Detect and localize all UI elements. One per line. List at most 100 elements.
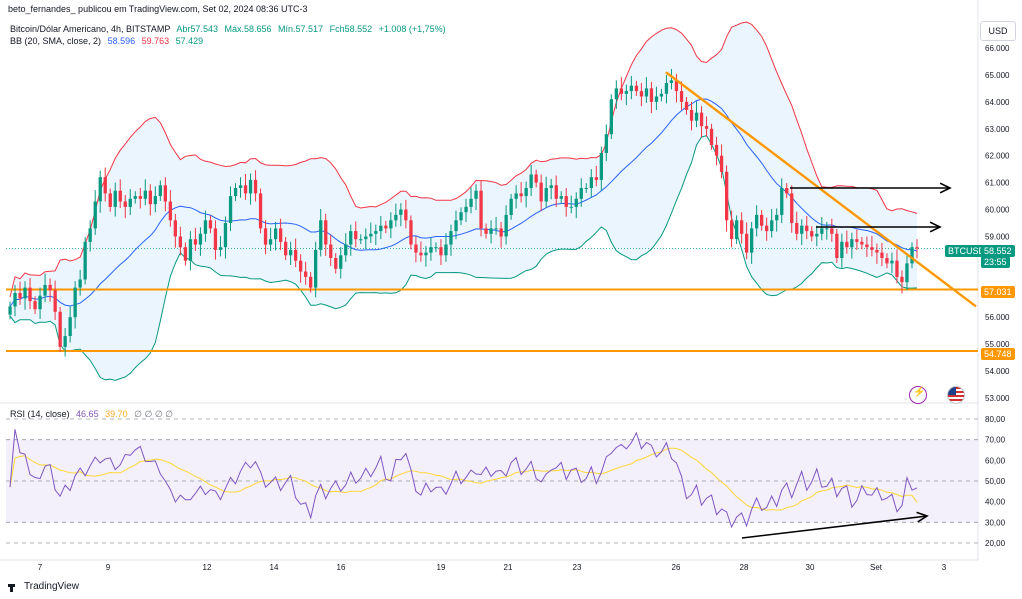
rsi-tick: 30,00 <box>985 518 1006 527</box>
level-lower-tag: 54.748 <box>981 348 1015 360</box>
candle <box>499 228 503 237</box>
candle <box>699 112 704 127</box>
candle <box>624 91 628 94</box>
candle <box>279 228 283 242</box>
candle <box>805 225 809 232</box>
candle <box>579 188 583 199</box>
candle <box>484 228 488 234</box>
candle <box>399 209 403 215</box>
price-tick: 65.000 <box>985 71 1010 80</box>
rsi-value: 46.65 <box>76 409 99 419</box>
candle <box>424 252 428 256</box>
candle <box>745 233 749 253</box>
candle <box>319 220 323 250</box>
rsi-divergence-arrow-head <box>916 511 929 523</box>
candle <box>910 247 914 264</box>
candle <box>714 144 719 156</box>
candle <box>689 109 694 121</box>
countdown-tag: 23:55 <box>981 256 1010 268</box>
candle <box>354 231 358 240</box>
candle <box>63 336 67 347</box>
price-tick: 56.000 <box>985 313 1010 322</box>
candle <box>274 228 278 240</box>
candle <box>765 225 769 232</box>
candle <box>549 185 553 188</box>
candle <box>915 247 919 249</box>
candle <box>178 236 182 248</box>
candle <box>830 228 834 234</box>
candle <box>243 185 248 194</box>
time-tick: 9 <box>106 563 111 572</box>
symbol-title: Bitcoin/Dólar Americano, 4h, BITSTAMP <box>10 24 171 34</box>
candle <box>38 295 42 310</box>
target-arrow-lower-head <box>929 221 942 233</box>
candle <box>23 287 27 299</box>
candle <box>263 228 268 245</box>
candle <box>629 85 633 92</box>
candle <box>258 193 263 229</box>
candle <box>223 223 228 248</box>
candle <box>750 228 754 253</box>
candle <box>835 233 839 258</box>
bb-upper-value: 59.763 <box>141 36 170 46</box>
price-tick: 59.000 <box>985 232 1010 241</box>
candle <box>18 293 22 299</box>
high-value: Máx.58.656 <box>224 24 272 34</box>
candle <box>389 220 393 229</box>
candle <box>845 241 849 248</box>
tradingview-logo-icon <box>8 582 20 592</box>
symbol-tag: BTCUSD <box>945 245 989 257</box>
candle <box>339 255 343 269</box>
candle <box>53 290 57 312</box>
candle <box>193 239 198 245</box>
candle <box>434 247 438 249</box>
us-flag-icon[interactable] <box>947 386 965 404</box>
rsi-tick: 20,00 <box>985 539 1006 548</box>
rsi-ma-value: 39.70 <box>105 409 128 419</box>
candle <box>13 293 17 307</box>
candle <box>359 239 363 241</box>
candle <box>304 271 308 277</box>
rsi-tick: 60,00 <box>985 456 1006 465</box>
candle <box>284 241 288 256</box>
currency-button[interactable]: USD <box>980 21 1016 41</box>
candle <box>654 96 659 102</box>
candle <box>564 196 568 207</box>
candle <box>449 231 453 245</box>
candle <box>133 196 137 199</box>
candle <box>544 188 548 202</box>
candle <box>514 193 518 199</box>
candle <box>760 214 764 226</box>
candle <box>755 214 759 229</box>
candle <box>855 239 859 242</box>
rsi-divergence-arrow <box>741 515 928 539</box>
rsi-legend: RSI (14, close) 46.65 39.70 ∅ ∅ ∅ ∅ <box>10 409 177 420</box>
candle <box>719 155 724 172</box>
tradingview-logo[interactable]: TradingView <box>8 581 79 592</box>
time-tick: 26 <box>672 563 681 572</box>
candle <box>238 185 243 188</box>
time-tick: 28 <box>740 563 749 572</box>
candle <box>800 225 804 234</box>
descending-trendline <box>665 71 977 308</box>
candle <box>519 193 523 197</box>
time-tick: 14 <box>270 563 279 572</box>
candle <box>324 220 328 245</box>
candle <box>213 228 218 250</box>
rsi-tick: 50,00 <box>985 477 1006 486</box>
candle <box>815 233 819 237</box>
candle <box>895 260 899 277</box>
price-tick: 60.000 <box>985 206 1010 215</box>
rsi-tick: 80,00 <box>985 415 1006 424</box>
candle <box>735 220 739 240</box>
candle <box>669 80 674 83</box>
candle <box>429 247 433 253</box>
candle <box>885 258 889 264</box>
lightning-icon[interactable] <box>909 386 927 404</box>
candle <box>639 91 644 97</box>
bb-basis-value: 58.596 <box>107 36 136 46</box>
candle <box>208 220 213 229</box>
candle <box>309 276 313 288</box>
time-tick: 21 <box>504 563 513 572</box>
